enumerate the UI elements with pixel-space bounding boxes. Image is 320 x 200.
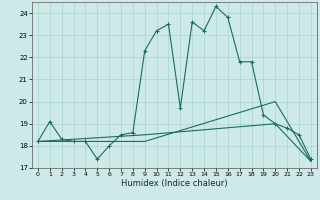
X-axis label: Humidex (Indice chaleur): Humidex (Indice chaleur) (121, 179, 228, 188)
